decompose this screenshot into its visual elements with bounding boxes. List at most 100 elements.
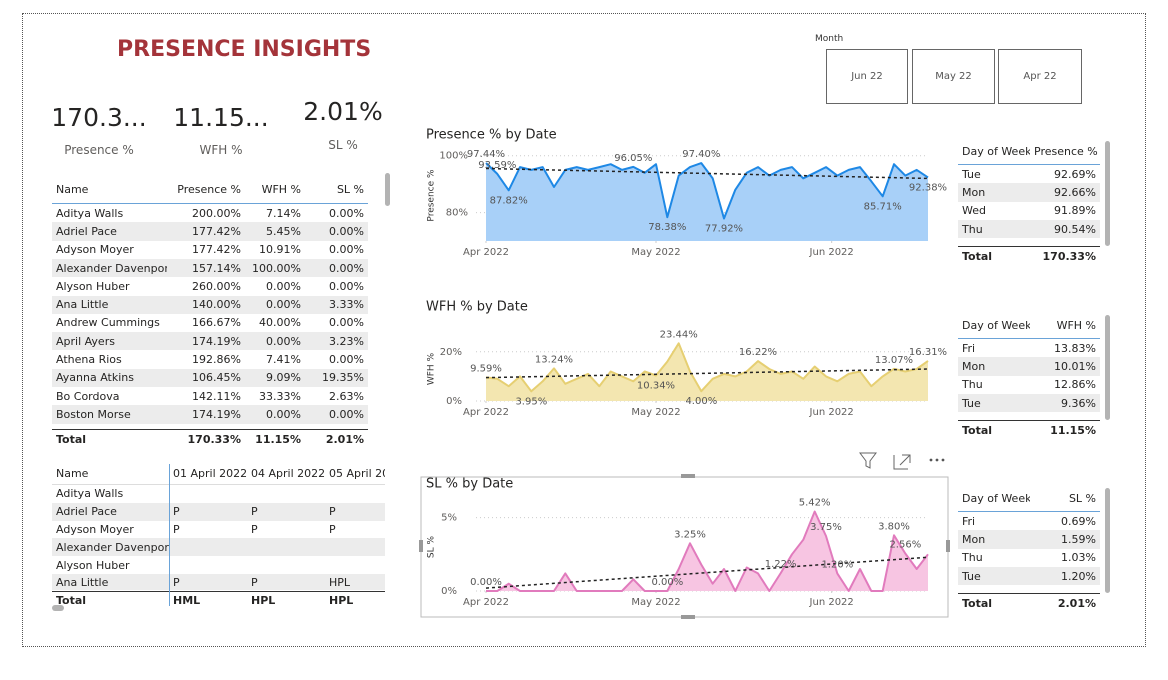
table-cell: HPL xyxy=(329,576,351,590)
x-tick-label: Apr 2022 xyxy=(463,407,509,418)
table-cell: Name xyxy=(56,467,89,480)
data-label: 3.80% xyxy=(878,521,910,532)
table-cell: Adriel Pace xyxy=(56,505,117,519)
table-cell: Tue xyxy=(962,396,981,410)
table-cell: 7.14% xyxy=(266,206,301,220)
table-body: Fri 0.69% Mon 1.59% Thu 1.03% Tue 1.20% xyxy=(958,512,1100,589)
table-row: Aditya Walls xyxy=(52,485,385,503)
table-cell: 92.66% xyxy=(1054,185,1096,199)
table-row: Tue 9.36% xyxy=(958,393,1100,413)
table-total: Total 11.15% xyxy=(958,420,1100,439)
scrollbar[interactable] xyxy=(385,173,390,206)
x-tick-label: Jun 2022 xyxy=(809,407,854,418)
table-row: Wed 91.89% xyxy=(958,202,1100,220)
table-header: Name Presence % WFH % SL % xyxy=(52,175,368,204)
data-label: 13.24% xyxy=(535,354,573,365)
scrollbar[interactable] xyxy=(1105,488,1110,593)
table-cell: P xyxy=(173,505,180,519)
table-cell: Day of Week xyxy=(962,318,1030,332)
table-cell: 174.19% xyxy=(192,407,241,421)
y-tick-label: 5% xyxy=(441,513,457,524)
table-cell: Adriel Pace xyxy=(56,224,117,238)
resize-handle[interactable] xyxy=(946,540,950,552)
table-row: Adriel Pace P P P xyxy=(52,502,385,521)
data-label: 16.22% xyxy=(739,347,777,358)
scrollbar[interactable] xyxy=(52,605,64,611)
table-cell: Adyson Moyer xyxy=(56,522,134,536)
table-cell: Presence % xyxy=(1034,144,1098,158)
resize-handle[interactable] xyxy=(681,474,695,478)
table-cell: Boston Morse xyxy=(56,407,131,421)
slicer-option[interactable]: Jun 22 xyxy=(826,49,908,104)
table-cell: Mon xyxy=(962,532,986,546)
table-cell: 1.20% xyxy=(1061,569,1096,583)
table-cell: Ana Little xyxy=(56,298,109,312)
table-cell: 142.11% xyxy=(192,389,241,403)
table-cell: HML xyxy=(173,594,201,608)
table-cell: P xyxy=(329,505,336,519)
table-cell: 200.00% xyxy=(192,206,241,220)
focus-icon[interactable] xyxy=(893,454,911,470)
scrollbar[interactable] xyxy=(1105,315,1110,420)
resize-handle[interactable] xyxy=(681,615,695,619)
trend-line xyxy=(485,556,929,589)
table-row: Tue 92.69% xyxy=(958,165,1100,183)
filter-icon[interactable] xyxy=(859,452,877,469)
data-label: 77.92% xyxy=(705,223,743,234)
table: Day of Week SL % Fri 0.69% Mon 1.59% Thu 1.03% T… xyxy=(958,485,1100,611)
table-cell: Total xyxy=(56,432,87,446)
table-cell: Wed xyxy=(962,204,986,218)
table-row: Thu 1.03% xyxy=(958,549,1100,567)
table-cell: P xyxy=(251,576,258,590)
table-cell: 177.42% xyxy=(192,243,241,257)
table-row: Alyson Huber 260.00% 0.00% 0.00% xyxy=(52,277,368,295)
table-row: Boston Morse 174.19% 0.00% 0.00% xyxy=(52,405,368,424)
table-cell: 0.00% xyxy=(329,316,364,330)
slicer-label: Month xyxy=(815,34,844,44)
data-label: 3.25% xyxy=(674,529,706,540)
table-cell: 5.45% xyxy=(266,224,301,238)
table-cell: 0.00% xyxy=(329,206,364,220)
more-icon[interactable] xyxy=(929,458,945,462)
table-cell: HPL xyxy=(251,594,276,608)
table-cell: Thu xyxy=(962,378,983,392)
table-cell: 157.14% xyxy=(192,261,241,275)
x-tick-label: Apr 2022 xyxy=(463,247,509,258)
table-cell: 0.00% xyxy=(329,224,364,238)
table-cell: Tue xyxy=(962,167,981,181)
table-cell: 13.83% xyxy=(1054,341,1096,355)
table-cell: 33.33% xyxy=(259,389,301,403)
table-cell: Bo Cordova xyxy=(56,389,120,403)
table-cell: 92.69% xyxy=(1054,167,1096,181)
table-row: Fri 13.83% xyxy=(958,339,1100,357)
table-cell: 0.69% xyxy=(1061,514,1096,528)
table-row: Mon 1.59% xyxy=(958,530,1100,549)
table-cell: 0.00% xyxy=(329,353,364,367)
resize-handle[interactable] xyxy=(419,540,423,552)
data-label: 5.42% xyxy=(799,498,831,509)
table-cell: Presence % xyxy=(177,182,241,196)
slicer-option[interactable]: Apr 22 xyxy=(998,49,1082,104)
table-cell: 9.36% xyxy=(1061,396,1096,410)
table-row: Athena Rios 192.86% 7.41% 0.00% xyxy=(52,350,368,368)
data-label: 1.22% xyxy=(765,559,797,570)
data-label: 23.44% xyxy=(660,329,698,340)
canvas-border xyxy=(22,13,1146,647)
table-total: Total 170.33% xyxy=(958,246,1100,265)
data-label: 93.59% xyxy=(478,160,516,171)
data-label: 85.71% xyxy=(864,201,902,212)
slicer-option[interactable]: May 22 xyxy=(912,49,995,104)
table-cell: Adyson Moyer xyxy=(56,243,134,257)
table-total: Total 170.33% 11.15% 2.01% xyxy=(52,429,368,448)
scrollbar[interactable] xyxy=(1105,141,1110,246)
area xyxy=(486,343,928,401)
x-tick-label: Jun 2022 xyxy=(809,247,854,258)
dashboard-title: PRESENCE INSIGHTS xyxy=(117,37,372,62)
table-cell: 170.33% xyxy=(187,432,241,446)
table-cell: P xyxy=(251,505,258,519)
table-total: Total HML HPL HPL xyxy=(52,591,385,610)
table-cell: Total xyxy=(962,596,993,610)
table-cell: 9.09% xyxy=(266,371,301,385)
table-cell: Total xyxy=(56,594,87,608)
